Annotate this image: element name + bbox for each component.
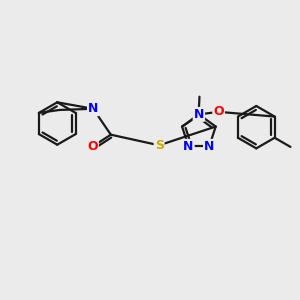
Text: N: N (88, 102, 98, 115)
Text: N: N (183, 140, 194, 153)
Text: S: S (154, 139, 164, 152)
Text: O: O (87, 140, 98, 153)
Text: N: N (204, 140, 214, 153)
Text: N: N (194, 108, 204, 121)
Text: O: O (213, 105, 224, 119)
